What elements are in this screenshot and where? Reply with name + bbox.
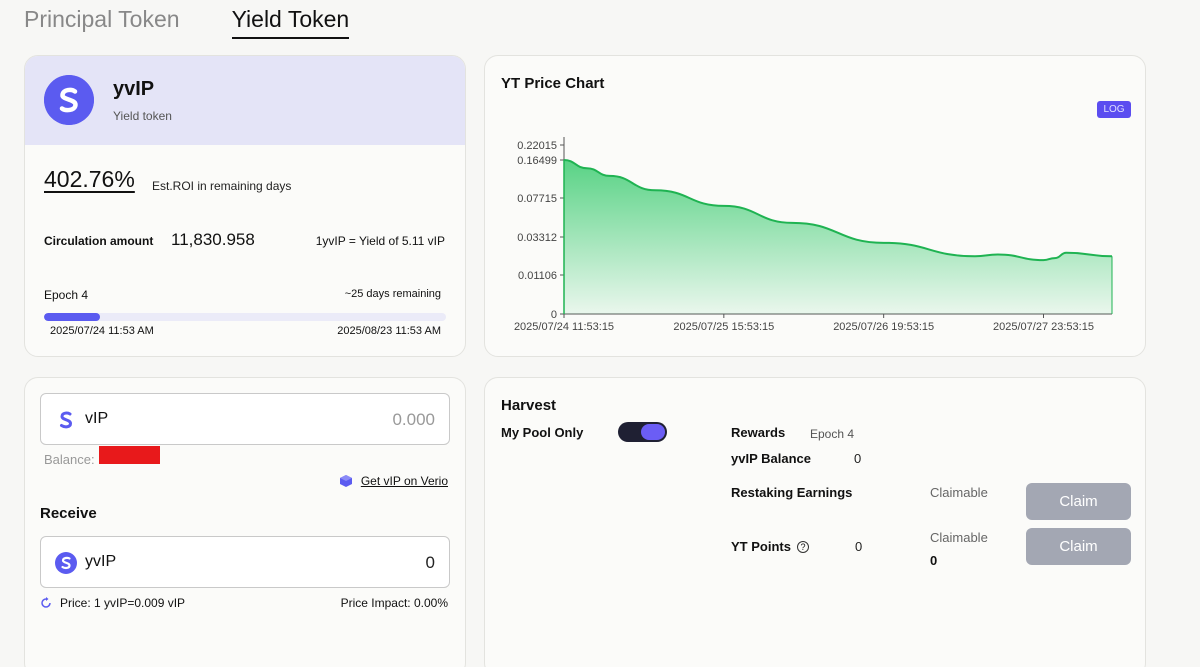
input-token-label: vIP [85, 410, 109, 427]
harvest-title: Harvest [501, 397, 557, 414]
yt-points-label: YT Points [731, 539, 791, 554]
x-tick-label: 2025/07/25 15:53:15 [673, 321, 774, 333]
get-vip-link-text: Get vIP on Verio [360, 474, 448, 488]
verio-cube-icon [339, 475, 352, 487]
days-remaining: ~25 days remaining [344, 288, 441, 300]
swap-card: vIP Balance: Get vIP on Verio Receive yv… [24, 377, 466, 667]
yield-ratio-note: 1yvIP = Yield of 5.11 vIP [315, 234, 445, 248]
toggle-knob [641, 424, 665, 440]
y-tick-label: 0.22015 [517, 140, 557, 152]
token-subtitle: Yield token [113, 109, 172, 123]
vip-amount-input[interactable] [315, 410, 435, 430]
price-line [563, 158, 1113, 262]
chart-title: YT Price Chart [501, 75, 605, 92]
yvip-amount-output[interactable] [315, 553, 435, 573]
y-tick-label: 0.16499 [517, 155, 557, 167]
y-tick-label: 0.03312 [517, 232, 557, 244]
vip-token-icon [60, 411, 73, 429]
balance-redaction [99, 446, 160, 464]
circulation-value: 11,830.958 [171, 230, 255, 249]
x-tick-label: 2025/07/26 19:53:15 [833, 321, 934, 333]
token-name: yvIP [113, 78, 155, 100]
y-tick-label: 0.01106 [518, 270, 557, 282]
yt-points-value: 0 [855, 539, 863, 554]
tab-yield-token[interactable]: Yield Token [231, 6, 350, 39]
output-token-label: yvIP [85, 553, 117, 570]
token-info-card: yvIP Yield token 402.76% Est.ROI in rema… [24, 55, 466, 357]
epoch-label: Epoch 4 [44, 288, 89, 302]
token-tabs: Principal Token Yield Token [24, 6, 350, 39]
price-chart: 0.220150.164990.077150.033120.0110602025… [514, 137, 1113, 333]
get-vip-link[interactable]: Get vIP on Verio [339, 474, 448, 488]
help-icon[interactable]: ? [796, 541, 809, 553]
vip-input-box: vIP [40, 393, 450, 445]
price-text: Price: 1 yvIP=0.009 vIP [60, 596, 186, 610]
y-tick-label: 0.07715 [517, 193, 557, 205]
yvip-logo-icon [44, 75, 94, 125]
price-chart-card: YT Price Chart LOG 0.22015 0.16499 0.07715… [484, 55, 1146, 357]
yvip-token-icon [55, 552, 77, 574]
x-tick-label: 2025/07/27 23:53:15 [993, 321, 1094, 333]
harvest-card: Harvest My Pool Only Rewards Epoch 4 yvI… [484, 377, 1146, 667]
restaking-earnings-label: Restaking Earnings [731, 485, 853, 500]
my-pool-only-toggle[interactable] [618, 422, 667, 442]
yt-points-row: YT Points? [731, 539, 809, 554]
rewards-label: Rewards [731, 425, 786, 440]
price-info: Price: 1 yvIP=0.009 vIP [40, 596, 185, 610]
refresh-icon[interactable] [40, 597, 52, 609]
price-area [564, 159, 1112, 314]
circulation-label: Circulation amount [44, 234, 154, 248]
points-claimable-value: 0 [930, 553, 938, 568]
tab-principal-token[interactable]: Principal Token [24, 6, 180, 32]
balance-label: Balance: [44, 452, 95, 467]
my-pool-only-label: My Pool Only [501, 425, 584, 440]
points-claimable-label: Claimable [930, 530, 988, 545]
yvip-balance-label: yvIP Balance [731, 451, 811, 466]
receive-label: Receive [40, 505, 97, 522]
log-scale-toggle[interactable]: LOG [1097, 101, 1131, 118]
epoch-start-date: 2025/07/24 11:53 AM [50, 325, 154, 337]
price-impact: Price Impact: 0.00% [340, 596, 448, 610]
roi-label: Est.ROI in remaining days [152, 179, 292, 193]
yvip-output-box: yvIP [40, 536, 450, 588]
epoch-progress-fill [44, 313, 101, 321]
roi-value: 402.76% [44, 166, 135, 192]
token-header: yvIP Yield token [25, 56, 465, 145]
epoch-progress-bar [44, 313, 446, 321]
x-tick-label: 2025/07/24 11:53:15 [514, 321, 614, 333]
claim-restaking-button[interactable]: Claim [1026, 483, 1131, 520]
y-tick-label: 0 [551, 309, 557, 321]
yvip-balance-value: 0 [854, 451, 862, 466]
restaking-claimable-label: Claimable [930, 485, 988, 500]
claim-points-button[interactable]: Claim [1026, 528, 1131, 565]
epoch-end-date: 2025/08/23 11:53 AM [337, 325, 441, 337]
rewards-epoch: Epoch 4 [810, 427, 855, 441]
